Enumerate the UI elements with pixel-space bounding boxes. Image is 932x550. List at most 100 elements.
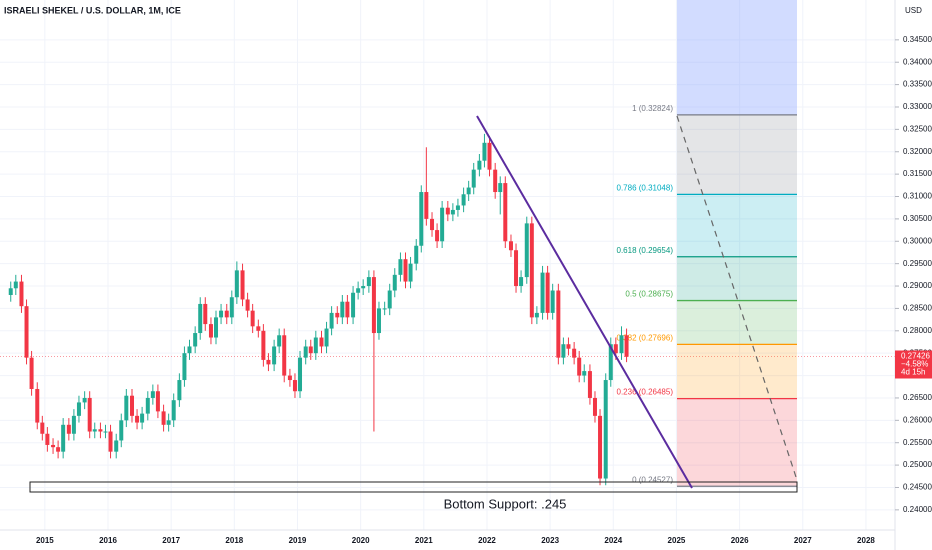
candle-body	[56, 447, 61, 452]
candle-body	[303, 346, 308, 358]
y-tick-label: 0.32000	[903, 147, 932, 156]
candle-body	[624, 335, 629, 357]
candle-body	[598, 415, 603, 479]
candle-body	[229, 297, 234, 318]
candle-body	[440, 207, 445, 242]
candle-body	[292, 380, 297, 392]
last-countdown: 4d 15h	[901, 368, 925, 377]
candle-body	[187, 346, 192, 354]
candle-body	[498, 183, 503, 193]
candle-body	[224, 310, 229, 318]
candle-body	[382, 308, 387, 310]
candle-body	[250, 310, 255, 327]
chart-title: ISRAELI SHEKEL / U.S. DOLLAR, 1M, ICE	[4, 5, 181, 15]
candle-body	[466, 187, 471, 195]
y-tick-label: 0.28000	[903, 326, 932, 335]
candle-body	[256, 326, 261, 331]
candle-body	[561, 344, 566, 358]
fib-zone	[677, 300, 797, 345]
y-tick-label: 0.33000	[903, 102, 932, 111]
candle-body	[261, 330, 266, 360]
candle-body	[40, 422, 45, 434]
candle-body	[461, 194, 466, 206]
y-tick-label: 0.26500	[903, 393, 932, 402]
candle-body	[71, 415, 76, 434]
candle-body	[577, 357, 582, 376]
candle-body	[92, 429, 97, 432]
x-tick-label: 2023	[541, 536, 559, 545]
last-price-label: 0.27426	[901, 352, 930, 361]
candle-body	[82, 397, 87, 403]
x-tick-label: 2015	[36, 536, 54, 545]
candle-body	[514, 250, 519, 287]
candle-body	[277, 335, 282, 347]
candle-body	[177, 380, 182, 401]
candle-body	[24, 306, 29, 358]
grid	[0, 0, 895, 530]
candle-body	[529, 223, 534, 318]
candle-body	[324, 328, 329, 347]
y-tick-label: 0.25500	[903, 438, 932, 447]
candle-body	[266, 359, 271, 365]
candles	[8, 133, 629, 486]
candle-body	[582, 371, 587, 376]
candle-body	[371, 277, 376, 334]
fib-label: 0.786 (0.31048)	[617, 183, 674, 192]
candle-body	[450, 209, 455, 215]
x-tick-label: 2024	[604, 536, 622, 545]
candle-body	[171, 400, 176, 421]
candle-body	[135, 415, 140, 423]
y-tick-label: 0.24000	[903, 505, 932, 514]
candle-body	[566, 344, 571, 349]
last-price-badge	[895, 350, 932, 379]
candle-body	[198, 303, 203, 334]
candle-body	[51, 444, 56, 448]
candle-body	[556, 290, 561, 358]
candle-body	[140, 413, 145, 423]
candle-body	[430, 218, 435, 231]
fib-label: 1 (0.32824)	[632, 104, 673, 113]
candle-body	[376, 308, 381, 334]
candle-body	[245, 299, 250, 311]
candle-body	[150, 391, 155, 398]
candle-body	[313, 337, 318, 354]
y-tick-label: 0.33500	[903, 80, 932, 89]
candle-body	[66, 424, 71, 434]
candle-body	[493, 169, 498, 193]
candle-body	[477, 160, 482, 170]
candle-body	[8, 288, 13, 295]
candle-body	[366, 277, 371, 287]
candle-body	[219, 310, 224, 318]
candle-body	[619, 335, 624, 354]
x-tick-label: 2019	[289, 536, 307, 545]
candle-body	[387, 290, 392, 309]
candle-body	[166, 420, 171, 425]
x-tick-label: 2018	[225, 536, 243, 545]
candle-body	[203, 303, 208, 325]
y-tick-label: 0.34000	[903, 57, 932, 66]
candle-body	[98, 429, 103, 432]
candle-body	[124, 395, 129, 421]
candle-body	[13, 281, 18, 289]
x-tick-label: 2026	[731, 536, 749, 545]
candle-body	[435, 230, 440, 242]
candle-body	[361, 286, 366, 289]
candle-body	[534, 312, 539, 318]
candle-body	[592, 397, 597, 416]
support-box	[29, 481, 798, 493]
candle-body	[550, 290, 555, 313]
y-tick-label: 0.29000	[903, 281, 932, 290]
candle-body	[398, 259, 403, 275]
candle-body	[76, 402, 81, 416]
fib-zone	[677, 256, 797, 301]
fib-retracement: 1 (0.32824) 0.786 (0.31048) 0.618 (0.29654…	[617, 0, 797, 487]
candle-body	[455, 205, 460, 210]
candle-body	[193, 333, 198, 347]
candle-body	[356, 288, 361, 293]
candle-body	[308, 346, 313, 354]
dashed-projection	[676, 115, 798, 481]
candle-body	[287, 375, 292, 381]
candle-body	[130, 395, 135, 416]
candle-body	[603, 380, 608, 479]
